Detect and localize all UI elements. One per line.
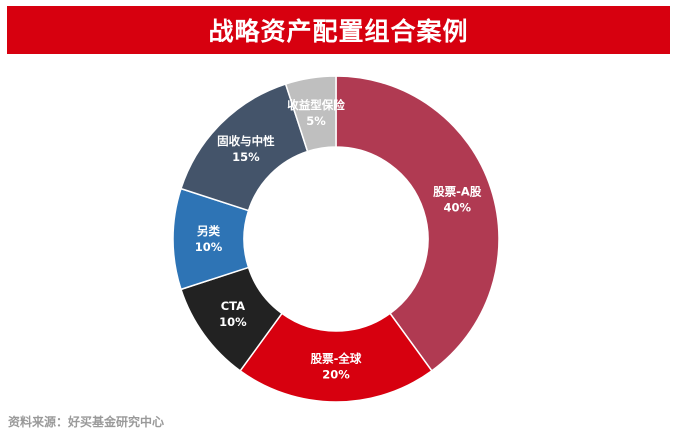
slice-label: 另类	[197, 224, 220, 238]
pie-slice-1	[335, 75, 500, 372]
slice-percent-label: 5%	[306, 114, 326, 128]
slice-percent-label: 40%	[443, 201, 471, 215]
chart-title: 战略资产配置组合案例	[208, 17, 469, 46]
slice-percent-label: 15%	[232, 150, 260, 164]
source-note: 资料来源：好买基金研究中心	[8, 415, 165, 429]
title-banner: 战略资产配置组合案例	[7, 6, 670, 54]
slice-label: 股票-全球	[311, 352, 362, 366]
slice-percent-label: 20%	[322, 368, 350, 382]
slice-label: 收益型保险	[287, 98, 345, 112]
slice-label: 股票-A股	[433, 185, 482, 199]
pie-slice-2	[239, 312, 433, 403]
pie-slice-6	[284, 75, 337, 153]
slice-label: 固收与中性	[217, 134, 275, 148]
slice-percent-label: 10%	[195, 240, 223, 254]
slice-percent-label: 10%	[219, 315, 247, 329]
slice-label: CTA	[221, 299, 245, 313]
